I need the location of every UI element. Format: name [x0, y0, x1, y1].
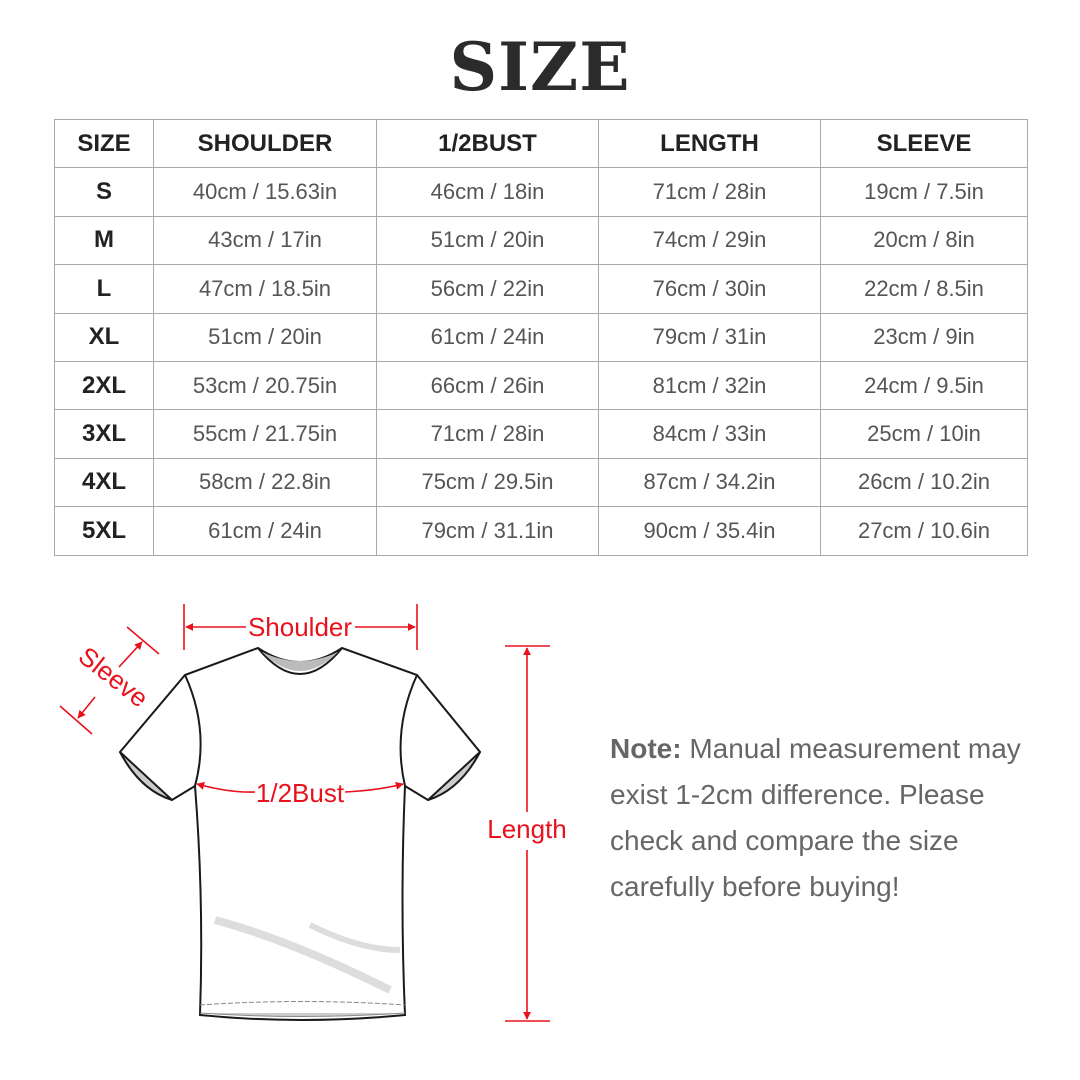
cell-bust: 71cm / 28in: [376, 409, 599, 459]
cell-sleeve: 26cm / 10.2in: [820, 457, 1028, 508]
cell-sleeve: 20cm / 8in: [820, 215, 1028, 266]
header-length: LENGTH: [598, 118, 821, 169]
cell-bust: 46cm / 18in: [376, 167, 599, 217]
bust-arrow-right: [344, 781, 404, 793]
sleeve-label: Sleeve: [73, 641, 154, 714]
cell-sleeve: 22cm / 8.5in: [820, 264, 1028, 314]
cell-length: 71cm / 28in: [598, 167, 821, 217]
table-row: 3XL 55cm / 21.75in 71cm / 28in 84cm / 33in 2…: [54, 409, 1028, 459]
cell-size: M: [54, 215, 154, 266]
cell-length: 87cm / 34.2in: [598, 457, 821, 508]
table-row: S 40cm / 15.63in 46cm / 18in 71cm / 28in 19c…: [54, 167, 1028, 217]
sleeve-arrow-bottom: [77, 696, 96, 719]
cell-shoulder: 61cm / 24in: [153, 506, 377, 556]
cell-sleeve: 24cm / 9.5in: [820, 360, 1028, 411]
note-body: Manual measurement may exist 1-2cm diffe…: [610, 733, 1021, 902]
cell-shoulder: 40cm / 15.63in: [153, 167, 377, 217]
cell-size: L: [54, 264, 154, 314]
table-row: 4XL 58cm / 22.8in 75cm / 29.5in 87cm / 34.2…: [54, 457, 1028, 508]
header-shoulder: SHOULDER: [153, 118, 377, 169]
cell-size: S: [54, 167, 154, 217]
cell-bust: 51cm / 20in: [376, 215, 599, 266]
cell-bust: 56cm / 22in: [376, 264, 599, 314]
cell-shoulder: 47cm / 18.5in: [153, 264, 377, 314]
bust-label: 1/2Bust: [256, 778, 345, 808]
shoulder-label: Shoulder: [248, 612, 352, 642]
size-table: SIZE SHOULDER 1/2BUST LENGTH SLEEVE S 40c…: [54, 118, 1028, 556]
table-row: 2XL 53cm / 20.75in 66cm / 26in 81cm / 32in 2…: [54, 360, 1028, 411]
sleeve-arrow-top: [118, 641, 143, 668]
cell-bust: 79cm / 31.1in: [376, 506, 599, 556]
header-size: SIZE: [54, 118, 154, 169]
cell-length: 90cm / 35.4in: [598, 506, 821, 556]
table-row: 5XL 61cm / 24in 79cm / 31.1in 90cm / 35.4in…: [54, 506, 1028, 556]
sleeve-top-tick: [126, 626, 160, 655]
note-label: Note:: [610, 733, 682, 764]
cell-length: 84cm / 33in: [598, 409, 821, 459]
table-row: XL 51cm / 20in 61cm / 24in 79cm / 31in 23cm …: [54, 312, 1028, 362]
header-bust: 1/2BUST: [376, 118, 599, 169]
sleeve-bottom-tick: [59, 705, 93, 735]
cell-bust: 75cm / 29.5in: [376, 457, 599, 508]
cell-shoulder: 43cm / 17in: [153, 215, 377, 266]
cell-bust: 61cm / 24in: [376, 312, 599, 362]
cell-sleeve: 25cm / 10in: [820, 409, 1028, 459]
bust-arrow-left: [196, 782, 256, 793]
cell-sleeve: 19cm / 7.5in: [820, 167, 1028, 217]
cell-size: XL: [54, 312, 154, 362]
note-text: Note: Manual measurement may exist 1-2cm…: [610, 726, 1050, 910]
cell-shoulder: 51cm / 20in: [153, 312, 377, 362]
table-row: L 47cm / 18.5in 56cm / 22in 76cm / 30in 22cm…: [54, 264, 1028, 314]
cell-size: 2XL: [54, 360, 154, 411]
length-label: Length: [487, 814, 567, 844]
cell-shoulder: 53cm / 20.75in: [153, 360, 377, 411]
cell-size: 3XL: [54, 409, 154, 459]
cell-sleeve: 27cm / 10.6in: [820, 506, 1028, 556]
cell-length: 74cm / 29in: [598, 215, 821, 266]
cell-sleeve: 23cm / 9in: [820, 312, 1028, 362]
table-row: M 43cm / 17in 51cm / 20in 74cm / 29in 20cm /…: [54, 215, 1028, 266]
tshirt-outline: [118, 646, 482, 1021]
header-sleeve: SLEEVE: [820, 118, 1028, 169]
cell-size: 5XL: [54, 506, 154, 556]
page-title: SIZE: [449, 28, 631, 106]
cell-shoulder: 58cm / 22.8in: [153, 457, 377, 508]
table-header-row: SIZE SHOULDER 1/2BUST LENGTH SLEEVE: [54, 118, 1028, 169]
